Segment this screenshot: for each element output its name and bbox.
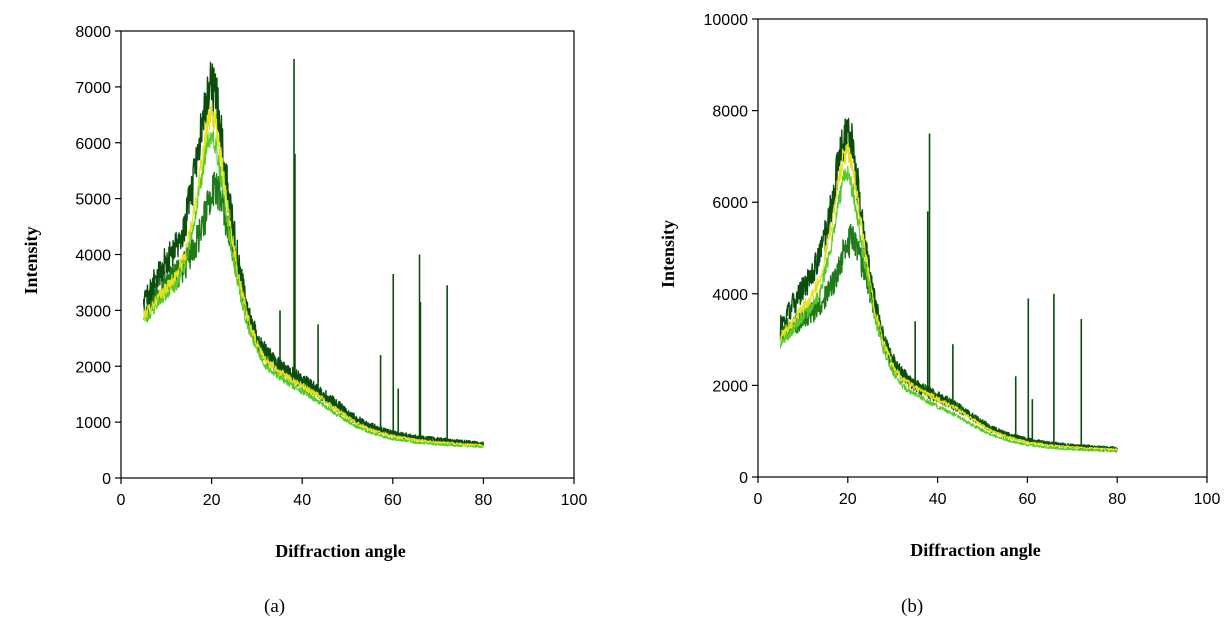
- chart-a-svg: 0 1000 2000 3000 4000 5000 6000 7000 8000 0 20 40 60…: [21, 24, 588, 561]
- x-tick-label: 40: [293, 492, 311, 509]
- y-tick-label: 7000: [75, 80, 111, 97]
- y-tick-label: 10000: [704, 12, 749, 29]
- y-tick-label: 2000: [75, 359, 111, 376]
- y-tick-label: 4000: [712, 287, 748, 304]
- chart-b-svg: 0 2000 4000 6000 8000 10000 0 20 40 60 80 100 Diffra…: [658, 12, 1221, 560]
- series-line-2: [779, 223, 1118, 451]
- x-axis-title: Diffraction angle: [275, 541, 405, 561]
- x-tick-label: 100: [561, 492, 588, 509]
- y-tick-label: 2000: [712, 378, 748, 395]
- x-tick-label: 0: [117, 492, 126, 509]
- y-tick-label: 6000: [75, 136, 111, 153]
- x-tick-label: 100: [1194, 491, 1221, 508]
- y-tick-label: 0: [739, 470, 748, 487]
- x-tick-label: 60: [384, 492, 402, 509]
- y-tick-label: 0: [102, 471, 111, 488]
- x-tick-label: 60: [1019, 491, 1037, 508]
- y-tick-label: 8000: [75, 24, 111, 41]
- series-line-3: [143, 103, 484, 447]
- y-tick-label: 1000: [75, 415, 111, 432]
- y-tick-label: 6000: [712, 195, 748, 212]
- plot-area-frame: [757, 18, 1208, 478]
- series-line-4: [779, 165, 1118, 453]
- chart-b-caption: (b): [901, 596, 924, 617]
- series-line-4: [143, 129, 484, 449]
- chart-a-caption: (a): [264, 596, 286, 617]
- x-tick-label: 0: [754, 491, 763, 508]
- y-axis-title: Intensity: [21, 226, 41, 294]
- y-tick-label: 4000: [75, 248, 111, 265]
- chart-panel-b: 0 2000 4000 6000 8000 10000 0 20 40 60 80 100 Diffra…: [615, 0, 1227, 617]
- chart-panel-a: 0 1000 2000 3000 4000 5000 6000 7000 8000 0 20 40 60…: [0, 0, 610, 617]
- y-tick-label: 8000: [712, 104, 748, 121]
- y-tick-label: 3000: [75, 303, 111, 320]
- y-axis-title: Intensity: [658, 220, 678, 288]
- x-tick-label: 80: [1108, 491, 1126, 508]
- x-tick-label: 40: [929, 491, 947, 508]
- x-axis-title: Diffraction angle: [910, 540, 1040, 560]
- x-tick-label: 20: [203, 492, 221, 509]
- x-tick-label: 20: [839, 491, 857, 508]
- series-line-3: [779, 141, 1118, 451]
- x-tick-label: 80: [475, 492, 493, 509]
- y-tick-label: 5000: [75, 192, 111, 209]
